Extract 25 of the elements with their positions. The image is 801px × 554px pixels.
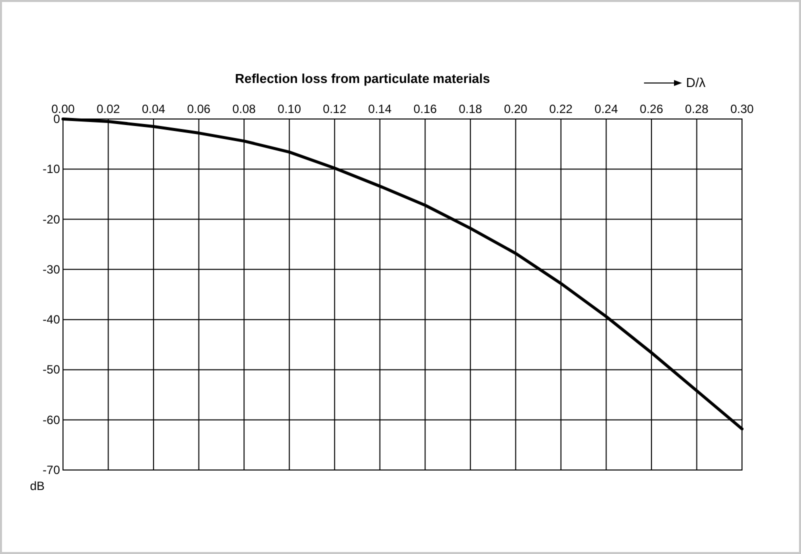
x-tick-label: 0.08 [232,102,256,116]
x-tick-label: 0.22 [549,102,573,116]
y-tick-label: -20 [42,212,60,226]
x-tick-label: 0.10 [278,102,302,116]
y-axis-title: dB [30,479,45,493]
x-tick-label: 0.06 [187,102,211,116]
x-tick-label: 0.14 [368,102,392,116]
x-tick-label: 0.30 [730,102,754,116]
x-tick-label: 0.02 [96,102,120,116]
chart-title: Reflection loss from particulate materials [234,71,490,86]
x-axis-title: D/λ [686,75,706,90]
y-tick-label: -30 [42,262,60,276]
x-tick-label: 0.28 [685,102,709,116]
x-tick-label: 0.18 [458,102,482,116]
y-tick-label: -40 [42,312,60,327]
y-tick-label: -10 [42,162,60,176]
y-tick-label: -60 [42,412,60,427]
x-tick-label: 0.12 [322,102,347,116]
x-tick-label: 0.26 [640,102,664,116]
y-tick-label: -50 [42,362,60,377]
x-tick-label: 0.20 [504,102,528,116]
x-tick-label: 0.04 [142,102,166,116]
y-tick-label: -70 [42,463,60,477]
x-tick-label: 0.16 [413,102,438,116]
x-tick-label: 0.24 [594,102,618,116]
